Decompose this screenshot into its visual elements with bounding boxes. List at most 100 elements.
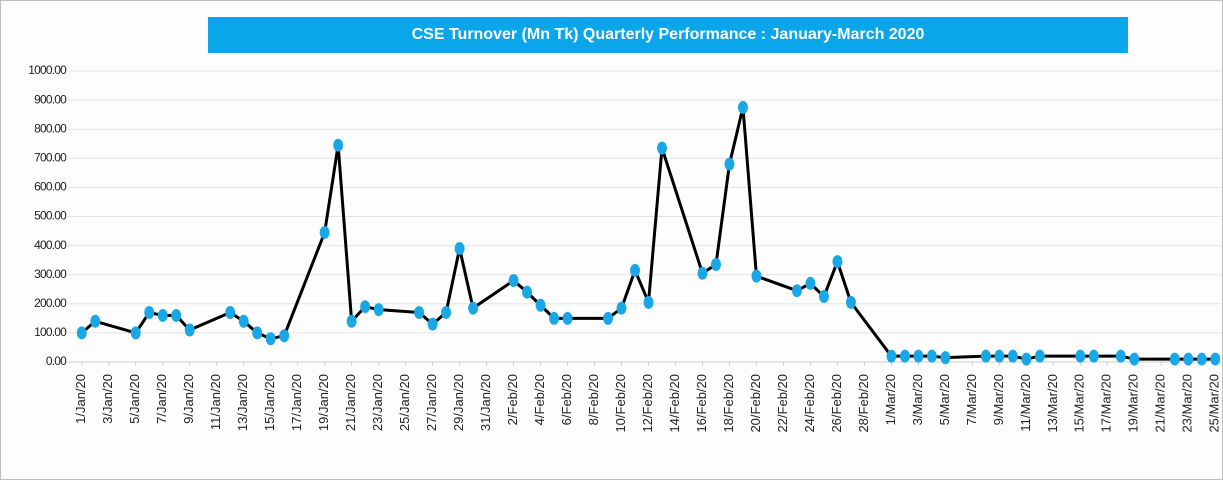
data-point [1115,349,1126,363]
data-point [751,269,762,283]
x-tick-label: 10/Feb/20 [613,374,628,433]
x-tick-label: 20/Feb/20 [748,374,763,433]
x-tick-label: 26/Feb/20 [829,374,844,433]
data-point [1034,349,1045,363]
data-point [603,311,614,325]
data-point [468,301,479,315]
x-tick-label: 4/Feb/20 [532,374,547,425]
data-point [427,317,438,331]
x-tick-label: 13/Jan/20 [235,374,250,431]
x-tick-label: 19/Jan/20 [316,374,331,431]
data-point [157,308,168,322]
x-tick-label: 7/Jan/20 [154,374,169,424]
data-point [994,349,1005,363]
title-box [208,17,1128,53]
x-tick-label: 22/Feb/20 [775,374,790,433]
data-point [710,258,721,272]
x-tick-label: 23/Jan/20 [370,374,385,431]
x-tick-label: 19/Mar/20 [1126,374,1141,433]
y-tick-label: 400.00 [34,238,67,252]
data-point [737,100,748,114]
data-point [1129,352,1140,366]
data-point [414,306,425,320]
data-point [1183,352,1194,366]
data-point [184,323,195,337]
x-tick-label: 11/Jan/20 [208,374,223,430]
data-point [346,314,357,328]
y-tick-label: 200.00 [34,296,67,310]
data-point [1196,352,1207,366]
x-tick-label: 1/Mar/20 [883,374,898,425]
x-tick-label: 17/Mar/20 [1099,374,1114,433]
data-point [886,349,897,363]
data-point [832,255,843,269]
data-point [724,157,735,171]
x-tick-label: 31/Jan/20 [478,374,493,431]
y-tick-label: 0.00 [46,354,67,368]
x-tick-label: 21/Mar/20 [1153,374,1168,433]
y-tick-label: 600.00 [34,180,67,194]
y-tick-label: 800.00 [34,121,67,135]
data-point [441,306,452,320]
data-point [360,300,371,314]
data-point [522,285,533,299]
data-point [616,301,627,315]
x-tick-label: 16/Feb/20 [694,374,709,433]
x-tick-label: 8/Feb/20 [586,374,601,425]
data-point [454,242,465,256]
y-tick-label: 500.00 [34,209,67,223]
data-point [279,329,290,343]
data-point [630,263,641,277]
x-tick-label: 9/Mar/20 [991,374,1006,425]
x-tick-label: 25/Jan/20 [397,374,412,431]
x-tick-label: 5/Mar/20 [937,374,952,425]
data-point [656,141,667,155]
x-tick-label: 1/Jan/20 [73,374,88,424]
data-point [913,349,924,363]
x-tick-label: 15/Jan/20 [262,374,277,431]
y-tick-label: 1000.00 [28,63,67,77]
x-tick-label: 3/Mar/20 [910,374,925,425]
x-tick-label: 11/Mar/20 [1018,374,1033,432]
data-point [818,290,829,304]
x-tick-label: 23/Mar/20 [1180,374,1195,433]
data-point [805,276,816,290]
data-point [1169,352,1180,366]
data-point [1210,352,1221,366]
x-tick-label: 3/Jan/20 [100,374,115,424]
x-tick-label: 28/Feb/20 [856,374,871,433]
x-tick-label: 12/Feb/20 [640,374,655,433]
x-tick-label: 24/Feb/20 [802,374,817,433]
data-point [899,349,910,363]
data-point [238,314,249,328]
x-tick-label: 9/Jan/20 [181,374,196,424]
data-point [144,306,155,320]
x-tick-label: 14/Feb/20 [667,374,682,433]
data-point [333,138,344,152]
data-point [252,326,263,340]
data-point [319,226,330,240]
data-point [697,266,708,280]
data-point [535,298,546,312]
chart-title: CSE Turnover (Mn Tk) Quarterly Performan… [412,26,925,43]
x-tick-label: 21/Jan/20 [343,374,358,431]
x-tick-label: 29/Jan/20 [451,374,466,431]
x-tick-label: 17/Jan/20 [289,374,304,431]
data-point [1088,349,1099,363]
data-point [171,308,182,322]
data-point [926,349,937,363]
y-tick-label: 300.00 [34,267,67,281]
data-point [225,306,236,320]
data-point [373,303,384,317]
x-tick-label: 6/Feb/20 [559,374,574,425]
data-point [549,311,560,325]
x-tick-label: 25/Mar/20 [1207,374,1222,433]
data-point [562,311,573,325]
x-tick-label: 27/Jan/20 [424,374,439,431]
data-point [980,349,991,363]
y-tick-label: 700.00 [34,150,67,164]
y-tick-label: 100.00 [34,325,67,339]
x-tick-label: 5/Jan/20 [127,374,142,424]
data-point [265,332,276,346]
